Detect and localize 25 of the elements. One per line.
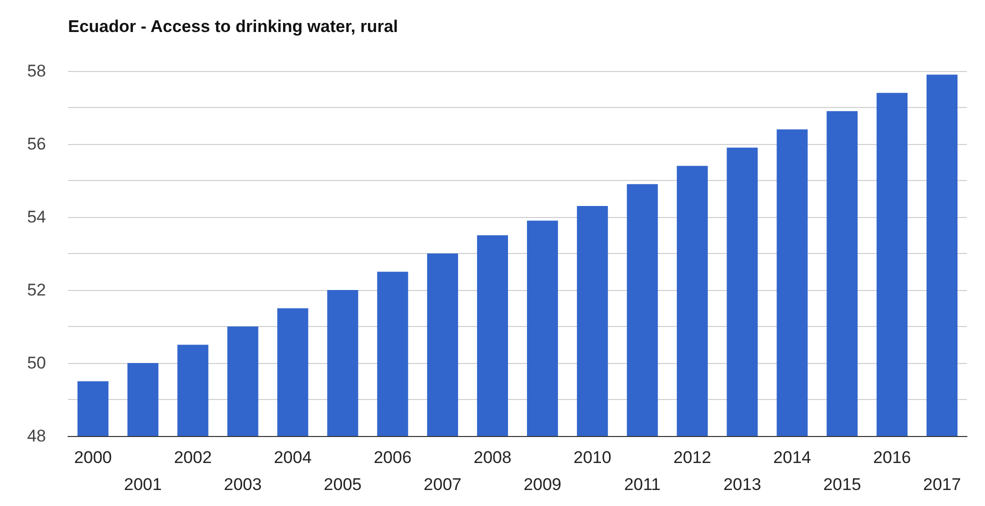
y-tick-label: 50	[27, 354, 46, 372]
x-tick-label: 2001	[124, 475, 162, 494]
x-tick-label: 2011	[624, 475, 661, 494]
x-tick-label: 2000	[74, 448, 112, 467]
x-tick-label: 2010	[574, 448, 612, 467]
x-tick-label: 2014	[773, 448, 812, 467]
x-tick-label: 2009	[524, 475, 562, 494]
x-tick-label: 2004	[274, 448, 312, 467]
y-tick-label: 58	[27, 62, 46, 80]
x-tick-label: 2012	[673, 448, 712, 467]
x-tick-label: 2016	[873, 448, 911, 467]
x-tick-label: 2006	[374, 448, 412, 467]
y-tick-label: 48	[27, 426, 46, 446]
y-tick-label: 56	[27, 134, 46, 154]
x-tick-label: 2015	[823, 475, 862, 494]
y-tick-label: 52	[27, 280, 46, 300]
chart-title: Ecuador - Access to drinking water, rural	[68, 17, 398, 36]
x-tick-label: 2003	[224, 475, 262, 494]
x-tick-label: 2007	[424, 475, 462, 494]
x-tick-label: 2013	[723, 475, 762, 494]
y-tick-label: 54	[27, 208, 46, 226]
x-tick-label: 2005	[324, 475, 362, 494]
x-tick-label: 2002	[174, 448, 212, 467]
x-tick-label: 2017	[923, 475, 961, 494]
x-tick-label: 2008	[474, 448, 512, 467]
